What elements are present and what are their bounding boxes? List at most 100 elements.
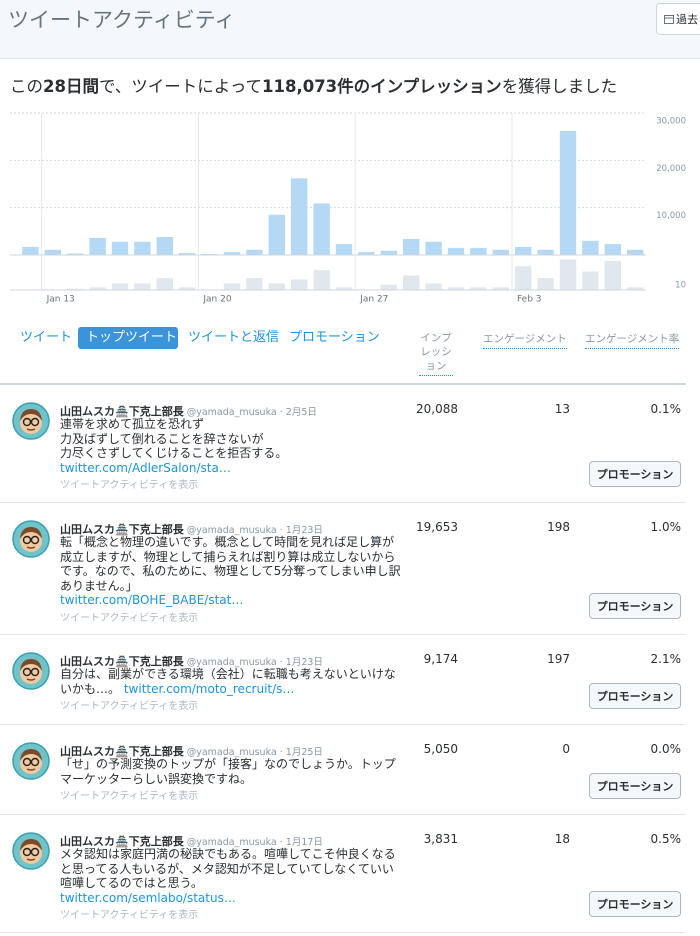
column-header[interactable]: インプレッション <box>419 331 453 376</box>
engagements: 13 <box>554 402 570 416</box>
bar <box>44 249 61 255</box>
bar <box>627 287 644 290</box>
tweet-date: · 1月23日 <box>279 525 323 536</box>
bar <box>313 203 330 255</box>
tab[interactable]: プロモーション <box>289 330 380 345</box>
bar <box>604 260 621 290</box>
page-title: ツイートアクティビティ <box>8 8 236 32</box>
avatar <box>12 832 50 870</box>
column-header[interactable]: エンゲージメント率 <box>585 331 680 349</box>
author-name[interactable]: 山田ムスカ🏯下克上部長 <box>60 655 184 668</box>
tab[interactable]: ツイート <box>20 330 73 345</box>
engagement-rate: 1.0% <box>650 520 682 534</box>
summary-total: 118,073件のインプレッション <box>262 77 502 96</box>
tweet-row: 山田ムスカ🏯下克上部長 @yamada_musuka · 1月23日 自分は、副業がで… <box>0 635 686 725</box>
bar <box>447 287 465 290</box>
bar <box>268 283 285 290</box>
tweet-body: メタ認知は家庭円満の秘訣でもある。喧嘩してこそ仲良くなると思ってる人もいるが、メ… <box>60 847 405 924</box>
bar <box>67 253 84 255</box>
bar <box>246 278 263 290</box>
header: ツイートアクティビティ 過去 <box>0 0 700 59</box>
bar <box>134 241 151 255</box>
author-handle: @yamada_musuka <box>186 407 277 418</box>
bar <box>425 283 442 290</box>
activity-link[interactable]: ツイートアクティビティを表示 <box>60 701 199 712</box>
bar <box>380 250 397 255</box>
tweet-date: · 1月23日 <box>279 657 323 668</box>
tweet-link[interactable]: twitter.com/AdlerSalon/sta… <box>60 460 231 475</box>
bar <box>89 287 106 290</box>
author-handle: @yamada_musuka <box>186 837 277 848</box>
bar <box>515 246 532 255</box>
tweet-link[interactable]: twitter.com/BOHE_BABE/stat… <box>60 593 244 607</box>
engagement-rate: 0.0% <box>650 742 682 756</box>
engagements: 18 <box>554 832 570 846</box>
bar <box>492 287 509 290</box>
bar <box>425 241 442 255</box>
y-tick-label: 10 <box>675 280 686 290</box>
tweet-row: 山田ムスカ🏯下克上部長 @yamada_musuka · 2月5日 連帯を求めて孤立を… <box>0 385 686 503</box>
tweet-text: 連帯を求めて孤立を恐れず 力及ばずして倒れることを辞さないが 力尽くさずしてくじ… <box>60 417 288 460</box>
tweet-text: 「せ」の予測変換のトップが「接客」なのでしょうか。トップマーケッターらしい誤変換… <box>60 757 396 786</box>
tab-active[interactable]: トップツイート <box>78 327 178 349</box>
bar <box>358 252 375 255</box>
date-range-button[interactable]: 過去 <box>656 3 700 35</box>
bar <box>156 237 173 255</box>
tweet-row: 山田ムスカ🏯下克上部長 @yamada_musuka · 1月17日 メタ認知は家庭円… <box>0 815 686 933</box>
tweet-author: 山田ムスカ🏯下克上部長 @yamada_musuka · 1月23日 <box>60 521 323 537</box>
column-header[interactable]: エンゲージメント <box>483 331 567 349</box>
activity-link[interactable]: ツイートアクティビティを表示 <box>60 612 199 624</box>
bar <box>559 259 577 290</box>
bar <box>380 284 397 290</box>
activity-link[interactable]: ツイートアクティビティを表示 <box>60 910 199 921</box>
avatar <box>12 742 50 780</box>
tweet-author: 山田ムスカ🏯下克上部長 @yamada_musuka · 1月17日 <box>60 833 323 849</box>
bar <box>403 275 420 290</box>
bar <box>515 266 532 290</box>
impressions: 19,653 <box>416 520 458 534</box>
bar <box>291 279 308 290</box>
bar <box>335 287 353 290</box>
promote-button[interactable]: プロモーション <box>589 683 681 709</box>
summary-period: 28日間 <box>43 77 99 96</box>
bar <box>67 288 84 290</box>
bar <box>111 241 129 255</box>
tweet-body: 「せ」の予測変換のトップが「接客」なのでしょうか。トップマーケッターらしい誤変換… <box>60 757 405 805</box>
tweet-row: 山田ムスカ🏯下克上部長 @yamada_musuka · 1月23日 転「概念と物理の… <box>0 503 686 635</box>
impressions: 9,174 <box>423 652 458 666</box>
author-name[interactable]: 山田ムスカ🏯下克上部長 <box>60 835 184 848</box>
avatar <box>12 520 50 558</box>
y-tick-label: 10,000 <box>656 211 686 221</box>
activity-link[interactable]: ツイートアクティビティを表示 <box>60 480 199 491</box>
tab[interactable]: ツイートと返信 <box>188 330 280 345</box>
author-name[interactable]: 山田ムスカ🏯下克上部長 <box>60 523 184 536</box>
x-tick-label: Jan 20 <box>202 295 231 305</box>
x-tick-label: Jan 27 <box>359 295 388 305</box>
promote-button[interactable]: プロモーション <box>589 891 681 917</box>
bar <box>246 249 263 255</box>
x-tick-label: Jan 13 <box>46 295 75 305</box>
engagements: 0 <box>562 742 570 756</box>
bar <box>604 244 621 255</box>
button-label: 過去 <box>676 13 698 26</box>
promote-button[interactable]: プロモーション <box>589 461 681 487</box>
summary: この28日間で、ツイートによって118,073件のインプレッションを獲得しました <box>10 73 617 97</box>
author-name[interactable]: 山田ムスカ🏯下克上部長 <box>60 405 184 418</box>
bar <box>291 178 308 255</box>
bar <box>179 253 196 255</box>
promote-button[interactable]: プロモーション <box>589 773 681 799</box>
bar <box>492 249 509 255</box>
activity-link[interactable]: ツイートアクティビティを表示 <box>60 791 199 802</box>
bar <box>89 237 106 255</box>
author-name[interactable]: 山田ムスカ🏯下克上部長 <box>60 745 184 758</box>
bar <box>22 246 39 255</box>
tweet-body: 自分は、副業ができる環境（会社）に転職も考えないといけないかも…。 twitte… <box>60 667 405 715</box>
tweet-text: 転「概念と物理の違いです。概念として時間を見れば足し算が成立しますが、物理として… <box>60 535 401 593</box>
tweet-author: 山田ムスカ🏯下克上部長 @yamada_musuka · 1月23日 <box>60 653 323 669</box>
promote-button[interactable]: プロモーション <box>589 593 681 619</box>
tweet-list: 山田ムスカ🏯下克上部長 @yamada_musuka · 2月5日 連帯を求めて孤立を… <box>0 383 686 933</box>
tweet-link[interactable]: twitter.com/semlabo/status… <box>60 890 236 905</box>
tweet-link[interactable]: twitter.com/moto_recruit/s… <box>123 681 295 696</box>
